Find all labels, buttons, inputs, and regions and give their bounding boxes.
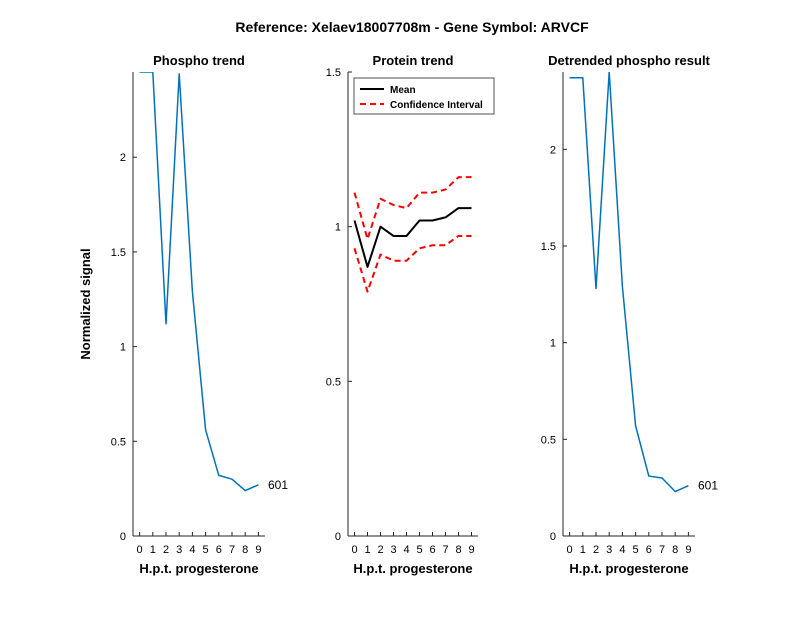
x-tick-label: 1: [364, 544, 370, 556]
legend-entry: Mean: [390, 85, 416, 96]
y-tick-label: 0.5: [111, 436, 126, 448]
x-tick-label: 0: [137, 544, 143, 556]
y-tick-label: 0.5: [541, 434, 556, 446]
x-tick-label: 1: [580, 544, 586, 556]
x-tick-label: 7: [659, 544, 665, 556]
y-tick-label: 1: [120, 342, 126, 354]
y-tick-label: 1.5: [111, 247, 126, 259]
x-tick-label: 6: [429, 544, 435, 556]
y-tick-label: 1: [550, 338, 556, 350]
series-line: [139, 72, 259, 492]
x-tick-label: 9: [468, 544, 474, 556]
x-tick-label: 5: [416, 544, 422, 556]
x-tick-label: 3: [606, 544, 612, 556]
x-tick-label: 6: [216, 544, 222, 556]
x-tick-label: 8: [455, 544, 461, 556]
x-tick-label: 8: [242, 544, 248, 556]
x-tick-label: 3: [176, 544, 182, 556]
y-axis-label: Normalized signal: [78, 248, 93, 359]
x-tick-label: 7: [442, 544, 448, 556]
x-axis-label: H.p.t. progesterone: [139, 561, 258, 576]
y-tick-label: 0: [335, 531, 341, 543]
series-line: [569, 72, 689, 493]
x-tick-label: 0: [567, 544, 573, 556]
legend: Mean Confidence Interval: [353, 77, 495, 115]
x-tick-label: 5: [203, 544, 209, 556]
y-tick-label: 1.5: [541, 241, 556, 253]
series-end-label: 601: [268, 478, 288, 492]
panel-title: Phospho trend: [153, 53, 245, 68]
series-end-label: 601: [698, 479, 718, 493]
figure-title: Reference: Xelaev18007708m - Gene Symbol…: [235, 19, 589, 35]
x-tick-label: 2: [377, 544, 383, 556]
x-tick-label: 3: [390, 544, 396, 556]
x-tick-label: 4: [403, 544, 409, 556]
x-tick-label: 9: [685, 544, 691, 556]
x-tick-label: 1: [150, 544, 156, 556]
x-tick-label: 5: [633, 544, 639, 556]
x-tick-label: 4: [189, 544, 195, 556]
panel-title: Protein trend: [373, 53, 454, 68]
x-tick-label: 2: [163, 544, 169, 556]
x-axis-label: H.p.t. progesterone: [569, 561, 688, 576]
y-tick-label: 0.5: [326, 376, 341, 388]
x-axis-label: H.p.t. progesterone: [353, 561, 472, 576]
ci-upper-line: [353, 176, 472, 241]
ci-lower-line: [353, 234, 472, 293]
x-tick-label: 8: [672, 544, 678, 556]
y-tick-label: 0: [550, 531, 556, 543]
panel-title: Detrended phospho result: [548, 53, 710, 68]
mean-line: [353, 207, 472, 268]
x-tick-label: 0: [351, 544, 357, 556]
legend-entry: Confidence Interval: [390, 100, 483, 111]
y-tick-label: 1: [335, 222, 341, 234]
y-tick-label: 2: [120, 152, 126, 164]
x-tick-label: 6: [646, 544, 652, 556]
x-tick-label: 4: [619, 544, 625, 556]
x-tick-label: 2: [593, 544, 599, 556]
y-tick-label: 0: [120, 531, 126, 543]
x-tick-label: 9: [255, 544, 261, 556]
y-tick-label: 2: [550, 144, 556, 156]
legend-box: [353, 77, 495, 115]
x-tick-label: 7: [229, 544, 235, 556]
y-tick-label: 1.5: [326, 67, 341, 79]
